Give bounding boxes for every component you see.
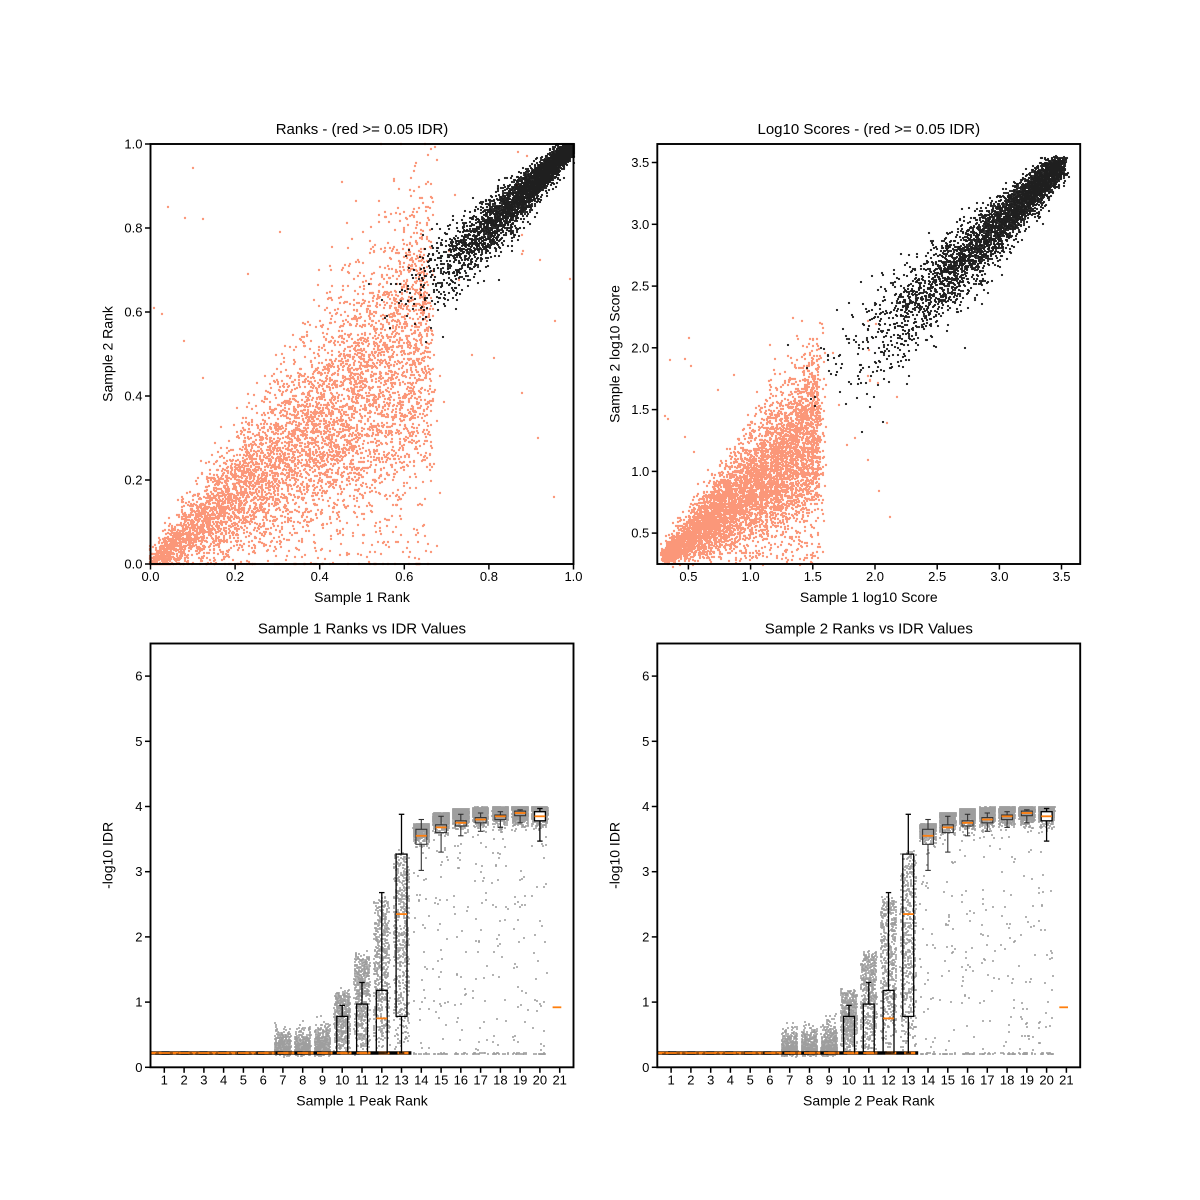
svg-text:4: 4 bbox=[727, 1072, 734, 1087]
svg-text:1.5: 1.5 bbox=[631, 402, 649, 417]
svg-text:7: 7 bbox=[279, 1072, 286, 1087]
svg-text:12: 12 bbox=[881, 1072, 895, 1087]
svg-text:18: 18 bbox=[493, 1072, 507, 1087]
svg-text:15: 15 bbox=[434, 1072, 448, 1087]
svg-text:Sample 1 log10 Score: Sample 1 log10 Score bbox=[800, 589, 938, 605]
svg-text:4: 4 bbox=[642, 799, 649, 814]
svg-text:21: 21 bbox=[1059, 1072, 1073, 1087]
svg-text:5: 5 bbox=[135, 734, 142, 749]
svg-text:17: 17 bbox=[473, 1072, 487, 1087]
svg-text:0.0: 0.0 bbox=[141, 569, 159, 584]
svg-text:2: 2 bbox=[180, 1072, 187, 1087]
svg-text:Sample 1 Rank: Sample 1 Rank bbox=[314, 589, 411, 605]
svg-text:19: 19 bbox=[513, 1072, 527, 1087]
svg-text:Log10 Scores - (red >= 0.05 ID: Log10 Scores - (red >= 0.05 IDR) bbox=[757, 121, 980, 138]
svg-text:6: 6 bbox=[260, 1072, 267, 1087]
svg-text:14: 14 bbox=[414, 1072, 428, 1087]
svg-text:2.0: 2.0 bbox=[631, 340, 649, 355]
svg-text:16: 16 bbox=[454, 1072, 468, 1087]
svg-text:19: 19 bbox=[1020, 1072, 1034, 1087]
svg-text:6: 6 bbox=[766, 1072, 773, 1087]
svg-text:0.6: 0.6 bbox=[124, 305, 142, 320]
svg-text:6: 6 bbox=[135, 669, 142, 684]
svg-text:1.5: 1.5 bbox=[804, 569, 822, 584]
svg-text:13: 13 bbox=[394, 1072, 408, 1087]
svg-text:18: 18 bbox=[1000, 1072, 1014, 1087]
svg-text:4: 4 bbox=[135, 799, 142, 814]
svg-text:8: 8 bbox=[806, 1072, 813, 1087]
svg-text:1.0: 1.0 bbox=[124, 137, 142, 152]
svg-text:13: 13 bbox=[901, 1072, 915, 1087]
svg-text:5: 5 bbox=[240, 1072, 247, 1087]
svg-text:6: 6 bbox=[642, 669, 649, 684]
svg-text:1: 1 bbox=[161, 1072, 168, 1087]
svg-text:20: 20 bbox=[533, 1072, 547, 1087]
svg-text:0: 0 bbox=[135, 1060, 142, 1075]
svg-text:12: 12 bbox=[375, 1072, 389, 1087]
svg-text:3: 3 bbox=[200, 1072, 207, 1087]
svg-text:1: 1 bbox=[135, 995, 142, 1010]
svg-text:0.0: 0.0 bbox=[124, 557, 142, 572]
svg-text:7: 7 bbox=[786, 1072, 793, 1087]
svg-text:8: 8 bbox=[299, 1072, 306, 1087]
svg-text:10: 10 bbox=[842, 1072, 856, 1087]
svg-text:Sample 2 Peak Rank: Sample 2 Peak Rank bbox=[803, 1092, 936, 1108]
svg-text:15: 15 bbox=[941, 1072, 955, 1087]
svg-text:5: 5 bbox=[747, 1072, 754, 1087]
svg-text:21: 21 bbox=[552, 1072, 566, 1087]
svg-text:Ranks - (red >= 0.05 IDR): Ranks - (red >= 0.05 IDR) bbox=[276, 121, 449, 138]
svg-text:0.2: 0.2 bbox=[124, 473, 142, 488]
svg-text:5: 5 bbox=[642, 734, 649, 749]
svg-text:0.4: 0.4 bbox=[124, 389, 142, 404]
svg-text:3.5: 3.5 bbox=[631, 155, 649, 170]
svg-text:2.5: 2.5 bbox=[928, 569, 946, 584]
svg-text:1: 1 bbox=[642, 995, 649, 1010]
svg-text:1.0: 1.0 bbox=[564, 569, 582, 584]
svg-text:2.0: 2.0 bbox=[866, 569, 884, 584]
svg-text:4: 4 bbox=[220, 1072, 227, 1087]
svg-text:0: 0 bbox=[642, 1060, 649, 1075]
svg-text:Sample 2 Ranks vs IDR Values: Sample 2 Ranks vs IDR Values bbox=[765, 621, 973, 638]
svg-text:1.0: 1.0 bbox=[631, 464, 649, 479]
svg-text:Sample 1 Ranks vs IDR Values: Sample 1 Ranks vs IDR Values bbox=[258, 621, 466, 638]
svg-text:17: 17 bbox=[980, 1072, 994, 1087]
svg-text:3.0: 3.0 bbox=[990, 569, 1008, 584]
svg-text:1.0: 1.0 bbox=[742, 569, 760, 584]
svg-text:1: 1 bbox=[667, 1072, 674, 1087]
svg-text:2: 2 bbox=[642, 929, 649, 944]
svg-text:Sample 1 Peak Rank: Sample 1 Peak Rank bbox=[296, 1092, 429, 1108]
svg-text:3.0: 3.0 bbox=[631, 217, 649, 232]
svg-text:11: 11 bbox=[355, 1072, 369, 1087]
svg-text:Sample 2 log10 Score: Sample 2 log10 Score bbox=[606, 285, 622, 423]
svg-text:3: 3 bbox=[135, 864, 142, 879]
svg-text:20: 20 bbox=[1039, 1072, 1053, 1087]
svg-text:3: 3 bbox=[707, 1072, 714, 1087]
svg-text:-log10 IDR: -log10 IDR bbox=[100, 822, 116, 889]
svg-text:9: 9 bbox=[319, 1072, 326, 1087]
svg-text:-log10 IDR: -log10 IDR bbox=[606, 822, 622, 889]
svg-text:0.4: 0.4 bbox=[311, 569, 329, 584]
svg-text:3.5: 3.5 bbox=[1052, 569, 1070, 584]
svg-text:16: 16 bbox=[960, 1072, 974, 1087]
svg-text:2: 2 bbox=[687, 1072, 694, 1087]
svg-text:2.5: 2.5 bbox=[631, 279, 649, 294]
svg-text:3: 3 bbox=[642, 864, 649, 879]
svg-text:0.5: 0.5 bbox=[679, 569, 697, 584]
svg-text:0.8: 0.8 bbox=[124, 221, 142, 236]
svg-text:10: 10 bbox=[335, 1072, 349, 1087]
svg-text:2: 2 bbox=[135, 929, 142, 944]
svg-text:9: 9 bbox=[826, 1072, 833, 1087]
svg-text:14: 14 bbox=[921, 1072, 935, 1087]
svg-text:0.8: 0.8 bbox=[480, 569, 498, 584]
svg-text:0.6: 0.6 bbox=[395, 569, 413, 584]
svg-text:0.5: 0.5 bbox=[631, 526, 649, 541]
svg-text:0.2: 0.2 bbox=[226, 569, 244, 584]
svg-text:11: 11 bbox=[862, 1072, 876, 1087]
svg-text:Sample 2 Rank: Sample 2 Rank bbox=[100, 305, 116, 402]
